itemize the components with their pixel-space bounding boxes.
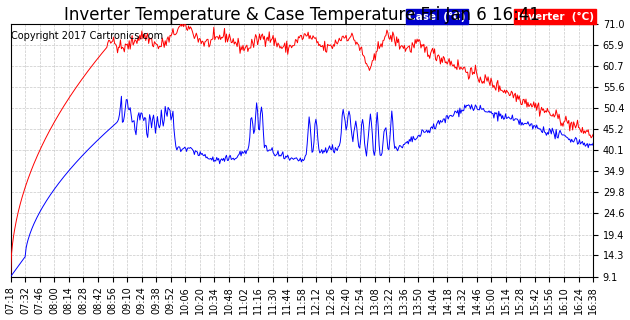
Text: Inverter  (°C): Inverter (°C) — [517, 12, 593, 21]
Text: Case  (°C): Case (°C) — [408, 12, 466, 21]
Text: Copyright 2017 Cartronics.com: Copyright 2017 Cartronics.com — [11, 31, 163, 41]
Title: Inverter Temperature & Case Temperature Fri Jan 6 16:41: Inverter Temperature & Case Temperature … — [64, 5, 540, 24]
